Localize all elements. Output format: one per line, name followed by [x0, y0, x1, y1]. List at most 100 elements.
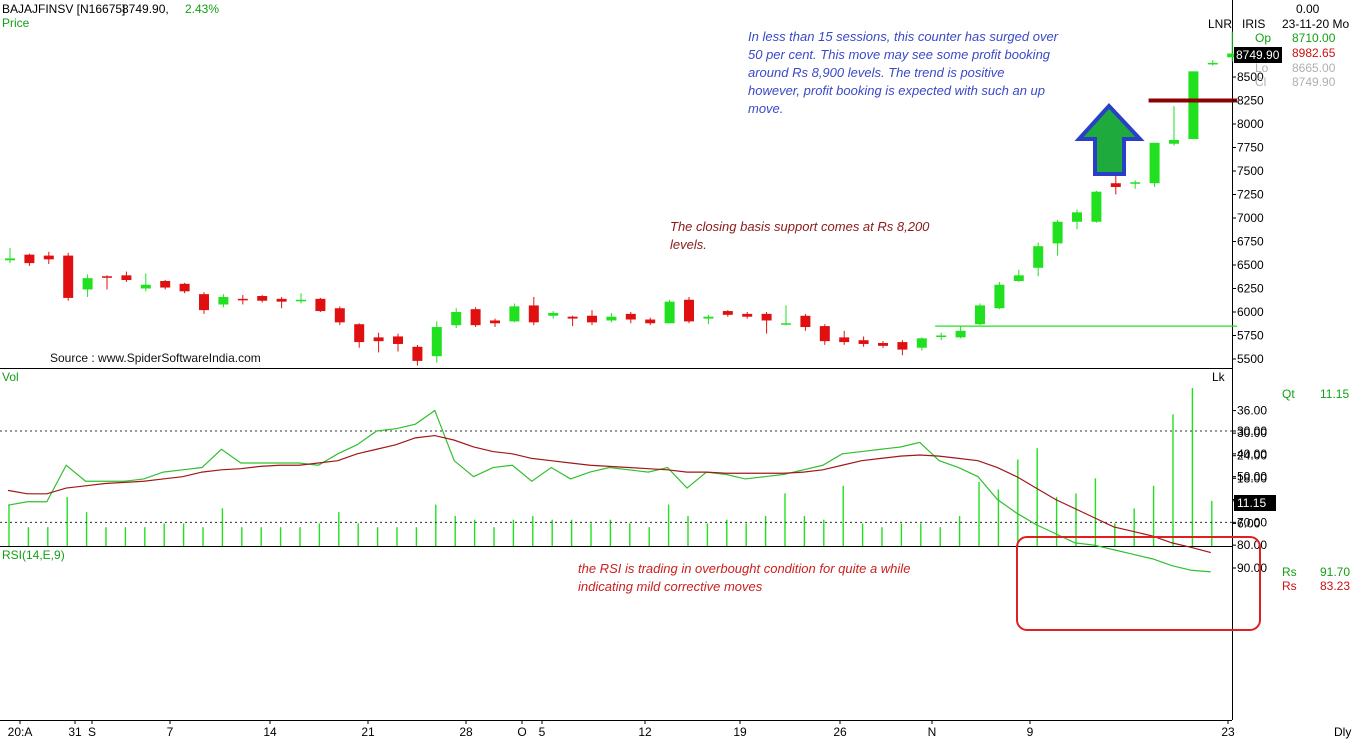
- candle-body: [819, 326, 830, 342]
- candle-body: [800, 315, 811, 328]
- date-tick-label: 9: [1027, 725, 1034, 739]
- candle-body: [1130, 182, 1141, 184]
- date-tick-label: 28: [459, 725, 473, 739]
- price-tick-label: 7250: [1237, 188, 1264, 202]
- price-candles: [5, 31, 1238, 366]
- rsi-tick-label: 30.00: [1237, 424, 1267, 438]
- candle-body: [43, 255, 54, 260]
- price-tick-label: 7000: [1237, 211, 1264, 225]
- date-tick-label: 7: [167, 725, 174, 739]
- annotation-rsi: the RSI is trading in overbought conditi…: [578, 561, 911, 594]
- candle-body: [1072, 212, 1082, 222]
- candle-body: [121, 275, 132, 281]
- rsi-signal-line: [7, 434, 1211, 554]
- date-label: 23-11-20 Mo: [1282, 17, 1349, 31]
- date-tick-label: 23: [1221, 725, 1235, 739]
- candle-body: [431, 327, 442, 357]
- lo-label: Lo: [1255, 61, 1269, 75]
- rsi-line: [7, 409, 1211, 573]
- candle-body: [1188, 71, 1199, 140]
- candle-body: [354, 324, 365, 343]
- annotation-support: The closing basis support comes at Rs 8,…: [670, 219, 930, 252]
- price-tag-box: [1234, 47, 1282, 63]
- annotation-profit-booking: In less than 15 sessions, this counter h…: [748, 29, 1059, 116]
- cl-label: Cl: [1255, 75, 1266, 89]
- candle-body: [1207, 62, 1218, 65]
- rsi-value-label: Rs: [1282, 565, 1297, 579]
- volume-tick-label: 6.00: [1237, 516, 1261, 530]
- candle-body: [1052, 221, 1063, 244]
- candle-body: [102, 276, 112, 278]
- date-tick-label: 12: [638, 725, 652, 739]
- volume-bars: [8, 388, 1213, 546]
- candle-body: [82, 278, 93, 290]
- volume-panel-label: Vol: [2, 370, 19, 384]
- date-tick-label: O: [517, 725, 526, 739]
- candle-body: [722, 311, 733, 315]
- candle-body: [470, 309, 481, 326]
- candle-body: [1013, 275, 1024, 281]
- last-price: 8749.90,: [122, 2, 169, 16]
- date-tick-label: S: [88, 725, 96, 739]
- candle-body: [451, 312, 462, 326]
- period-label: Dly: [1334, 725, 1351, 739]
- candle-body: [199, 294, 209, 311]
- volume-tick-label: 18.00: [1237, 471, 1267, 485]
- price-tick-label: 7500: [1237, 164, 1264, 178]
- price-tick-label: 5750: [1237, 329, 1264, 343]
- lo-value: 8665.00: [1292, 61, 1336, 75]
- candle-body: [839, 337, 850, 343]
- date-tick-label: 21: [361, 725, 375, 739]
- date-tick-label: 19: [733, 725, 747, 739]
- price-tick-label: 8250: [1237, 94, 1264, 108]
- candle-body: [1149, 142, 1160, 184]
- candle-body: [645, 319, 656, 324]
- candle-body: [1169, 139, 1179, 144]
- candle-body: [509, 306, 520, 322]
- rsi-tick-label: 70.00: [1237, 515, 1267, 529]
- candle-body: [897, 342, 908, 350]
- candle-body: [975, 305, 985, 325]
- rsi-tick-label: 90.00: [1237, 561, 1267, 575]
- hi-value: 8982.65: [1292, 46, 1336, 60]
- candle-body: [5, 258, 15, 261]
- price-tick-label: 8000: [1237, 117, 1264, 131]
- price-tick-label: 6750: [1237, 235, 1264, 249]
- rsi-tick-label: 80.00: [1237, 538, 1267, 552]
- rsi-tick-label: 50.00: [1237, 470, 1267, 484]
- date-tick-label: 14: [263, 725, 277, 739]
- candle-body: [24, 254, 35, 264]
- price-tick-label: 8500: [1237, 70, 1264, 84]
- rsi-tick-label: 40.00: [1237, 447, 1267, 461]
- price-tick-label: 5500: [1237, 352, 1264, 366]
- iris-label: IRIS: [1242, 17, 1265, 31]
- op-label: Op: [1255, 31, 1271, 45]
- candle-body: [587, 315, 597, 323]
- candle-body: [490, 320, 500, 324]
- candle-body: [994, 284, 1005, 309]
- candle-body: [955, 330, 966, 338]
- candle-body: [1091, 191, 1102, 222]
- price-tick-label: 7750: [1237, 141, 1264, 155]
- op-value: 8710.00: [1292, 31, 1336, 45]
- up-arrow-annotation: [1074, 103, 1145, 176]
- candle-body: [858, 340, 869, 344]
- price-tick-label: 6000: [1237, 305, 1264, 319]
- candle-body: [878, 343, 888, 346]
- candle-body: [412, 346, 423, 361]
- candle-body: [257, 296, 268, 301]
- candle-body: [237, 298, 248, 301]
- candle-body: [742, 313, 753, 317]
- volume-tick-label: 36.00: [1237, 404, 1267, 418]
- candle-body: [936, 335, 947, 337]
- rsi-lines: [0, 409, 1232, 573]
- candle-body: [781, 323, 791, 325]
- volume-tick-label: 24.00: [1237, 449, 1267, 463]
- overbought-highlight-box: [1016, 536, 1261, 631]
- candle-body: [393, 336, 403, 344]
- price-tick-label: 6250: [1237, 282, 1264, 296]
- date-tick-label: N: [928, 725, 937, 739]
- date-tick-label: 20:A: [8, 725, 33, 739]
